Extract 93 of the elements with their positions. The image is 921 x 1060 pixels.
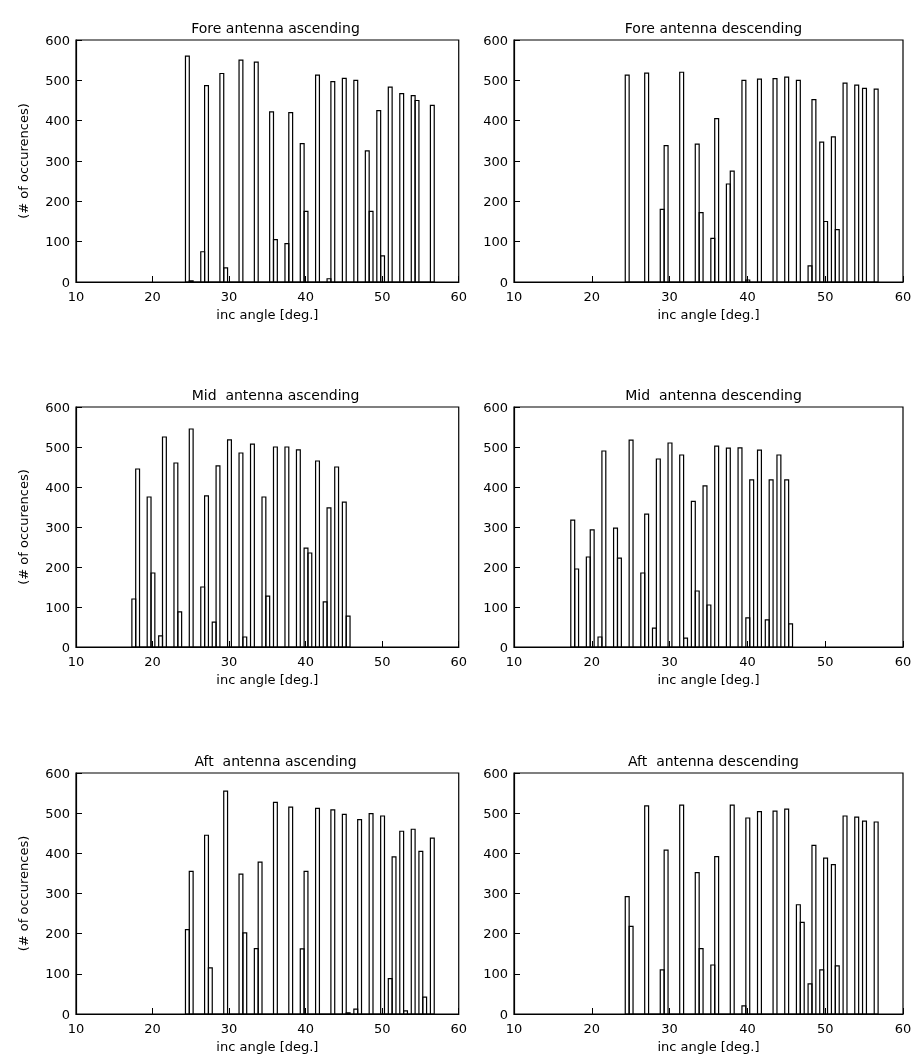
y-tick-label: 300	[45, 886, 70, 901]
y-tick-label: 400	[45, 479, 70, 495]
x-tick-label: 10	[67, 289, 85, 304]
x-tick-label: 40	[739, 289, 756, 304]
y-tick-label: 0	[61, 639, 70, 655]
x-axis-title: inc angle [deg.]	[657, 671, 760, 687]
y-tick-label: 600	[45, 32, 70, 48]
x-axis-title: inc angle [deg.]	[216, 1038, 319, 1054]
y-tick-label: 400	[483, 845, 508, 861]
x-tick-label: 20	[144, 1021, 161, 1036]
x-tick-label: 60	[450, 289, 467, 304]
y-tick-label: 200	[45, 193, 70, 209]
y-tick-label: 500	[45, 72, 70, 88]
y-tick-label: 300	[483, 153, 508, 169]
y-tick-label: 300	[483, 886, 508, 901]
y-tick-label: 300	[483, 519, 508, 535]
y-tick-label: 400	[483, 113, 508, 129]
y-tick-label: 300	[45, 153, 70, 169]
x-tick-label: 50	[373, 654, 391, 669]
x-tick-label: 10	[505, 1021, 523, 1036]
x-tick-label: 60	[894, 289, 912, 304]
y-tick-label: 100	[483, 599, 508, 615]
y-tick-label: 200	[483, 559, 508, 575]
y-tick-label: 500	[483, 805, 508, 821]
x-tick-label: 60	[894, 654, 912, 669]
x-tick-label: 10	[505, 289, 523, 304]
y-tick-label: 200	[483, 193, 508, 209]
y-tick-label: 200	[45, 559, 70, 575]
x-tick-label: 40	[739, 654, 756, 669]
chart-title: Fore antenna descending	[624, 20, 803, 36]
x-tick-label: 40	[297, 289, 314, 304]
x-tick-label: 50	[816, 1021, 834, 1036]
y-tick-label: 100	[45, 234, 70, 250]
x-tick-label: 50	[373, 1021, 391, 1036]
chart-title: Mid antenna ascending	[191, 387, 360, 403]
y-tick-label: 400	[483, 479, 508, 495]
y-tick-label: 200	[45, 926, 70, 942]
x-tick-label: 30	[220, 289, 238, 304]
y-axis-title: (# of occurences)	[16, 103, 31, 219]
x-tick-label: 60	[450, 654, 467, 669]
x-tick-label: 30	[661, 289, 678, 304]
x-tick-label: 60	[450, 1021, 467, 1036]
x-tick-label: 10	[67, 1021, 85, 1036]
x-tick-label: 10	[67, 654, 85, 669]
x-tick-label: 20	[144, 654, 161, 669]
y-tick-label: 100	[483, 966, 508, 982]
x-tick-label: 20	[583, 1021, 601, 1036]
x-axis-title: inc angle [deg.]	[216, 671, 319, 687]
y-tick-label: 400	[45, 845, 70, 861]
y-tick-label: 500	[45, 805, 70, 821]
y-tick-label: 600	[483, 32, 508, 48]
y-tick-label: 100	[45, 966, 70, 982]
y-tick-label: 600	[483, 399, 508, 415]
y-tick-label: 600	[45, 399, 70, 415]
x-tick-label: 30	[661, 1021, 678, 1036]
x-tick-label: 30	[220, 1021, 238, 1036]
y-tick-label: 600	[45, 765, 70, 781]
x-tick-label: 40	[297, 654, 314, 669]
y-tick-label: 500	[483, 72, 508, 88]
y-axis-title: (# of occurences)	[16, 469, 31, 585]
chart-title: Fore antenna ascending	[191, 20, 360, 36]
y-tick-label: 200	[483, 926, 508, 942]
chart-title: Aft antenna descending	[628, 753, 799, 769]
x-tick-label: 30	[661, 654, 678, 669]
x-axis-title: inc angle [deg.]	[216, 306, 319, 322]
y-tick-label: 600	[483, 765, 508, 781]
x-axis-title: inc angle [deg.]	[657, 306, 760, 322]
y-tick-label: 100	[45, 599, 70, 615]
x-tick-label: 20	[583, 289, 601, 304]
y-axis-title: (# of occurences)	[16, 835, 31, 952]
y-tick-label: 0	[499, 639, 508, 655]
y-tick-label: 400	[45, 113, 70, 129]
y-tick-label: 500	[45, 439, 70, 455]
x-tick-label: 10	[505, 654, 523, 669]
y-tick-label: 100	[483, 234, 508, 250]
x-axis-title: inc angle [deg.]	[657, 1038, 760, 1054]
x-tick-label: 50	[816, 289, 834, 304]
x-tick-label: 50	[816, 654, 834, 669]
y-tick-label: 300	[45, 519, 70, 535]
x-tick-label: 40	[297, 1021, 314, 1036]
x-tick-label: 20	[144, 289, 161, 304]
x-tick-label: 50	[373, 289, 391, 304]
y-tick-label: 0	[61, 1006, 70, 1022]
x-tick-label: 30	[220, 654, 238, 669]
x-tick-label: 20	[583, 654, 601, 669]
chart-title: Aft antenna ascending	[194, 753, 357, 769]
y-tick-label: 0	[499, 1006, 508, 1022]
y-tick-label: 500	[483, 439, 508, 455]
chart-title: Mid antenna descending	[625, 387, 802, 403]
y-tick-label: 0	[61, 274, 70, 290]
y-tick-label: 0	[499, 274, 508, 290]
x-tick-label: 60	[894, 1021, 912, 1036]
x-tick-label: 40	[739, 1021, 756, 1036]
